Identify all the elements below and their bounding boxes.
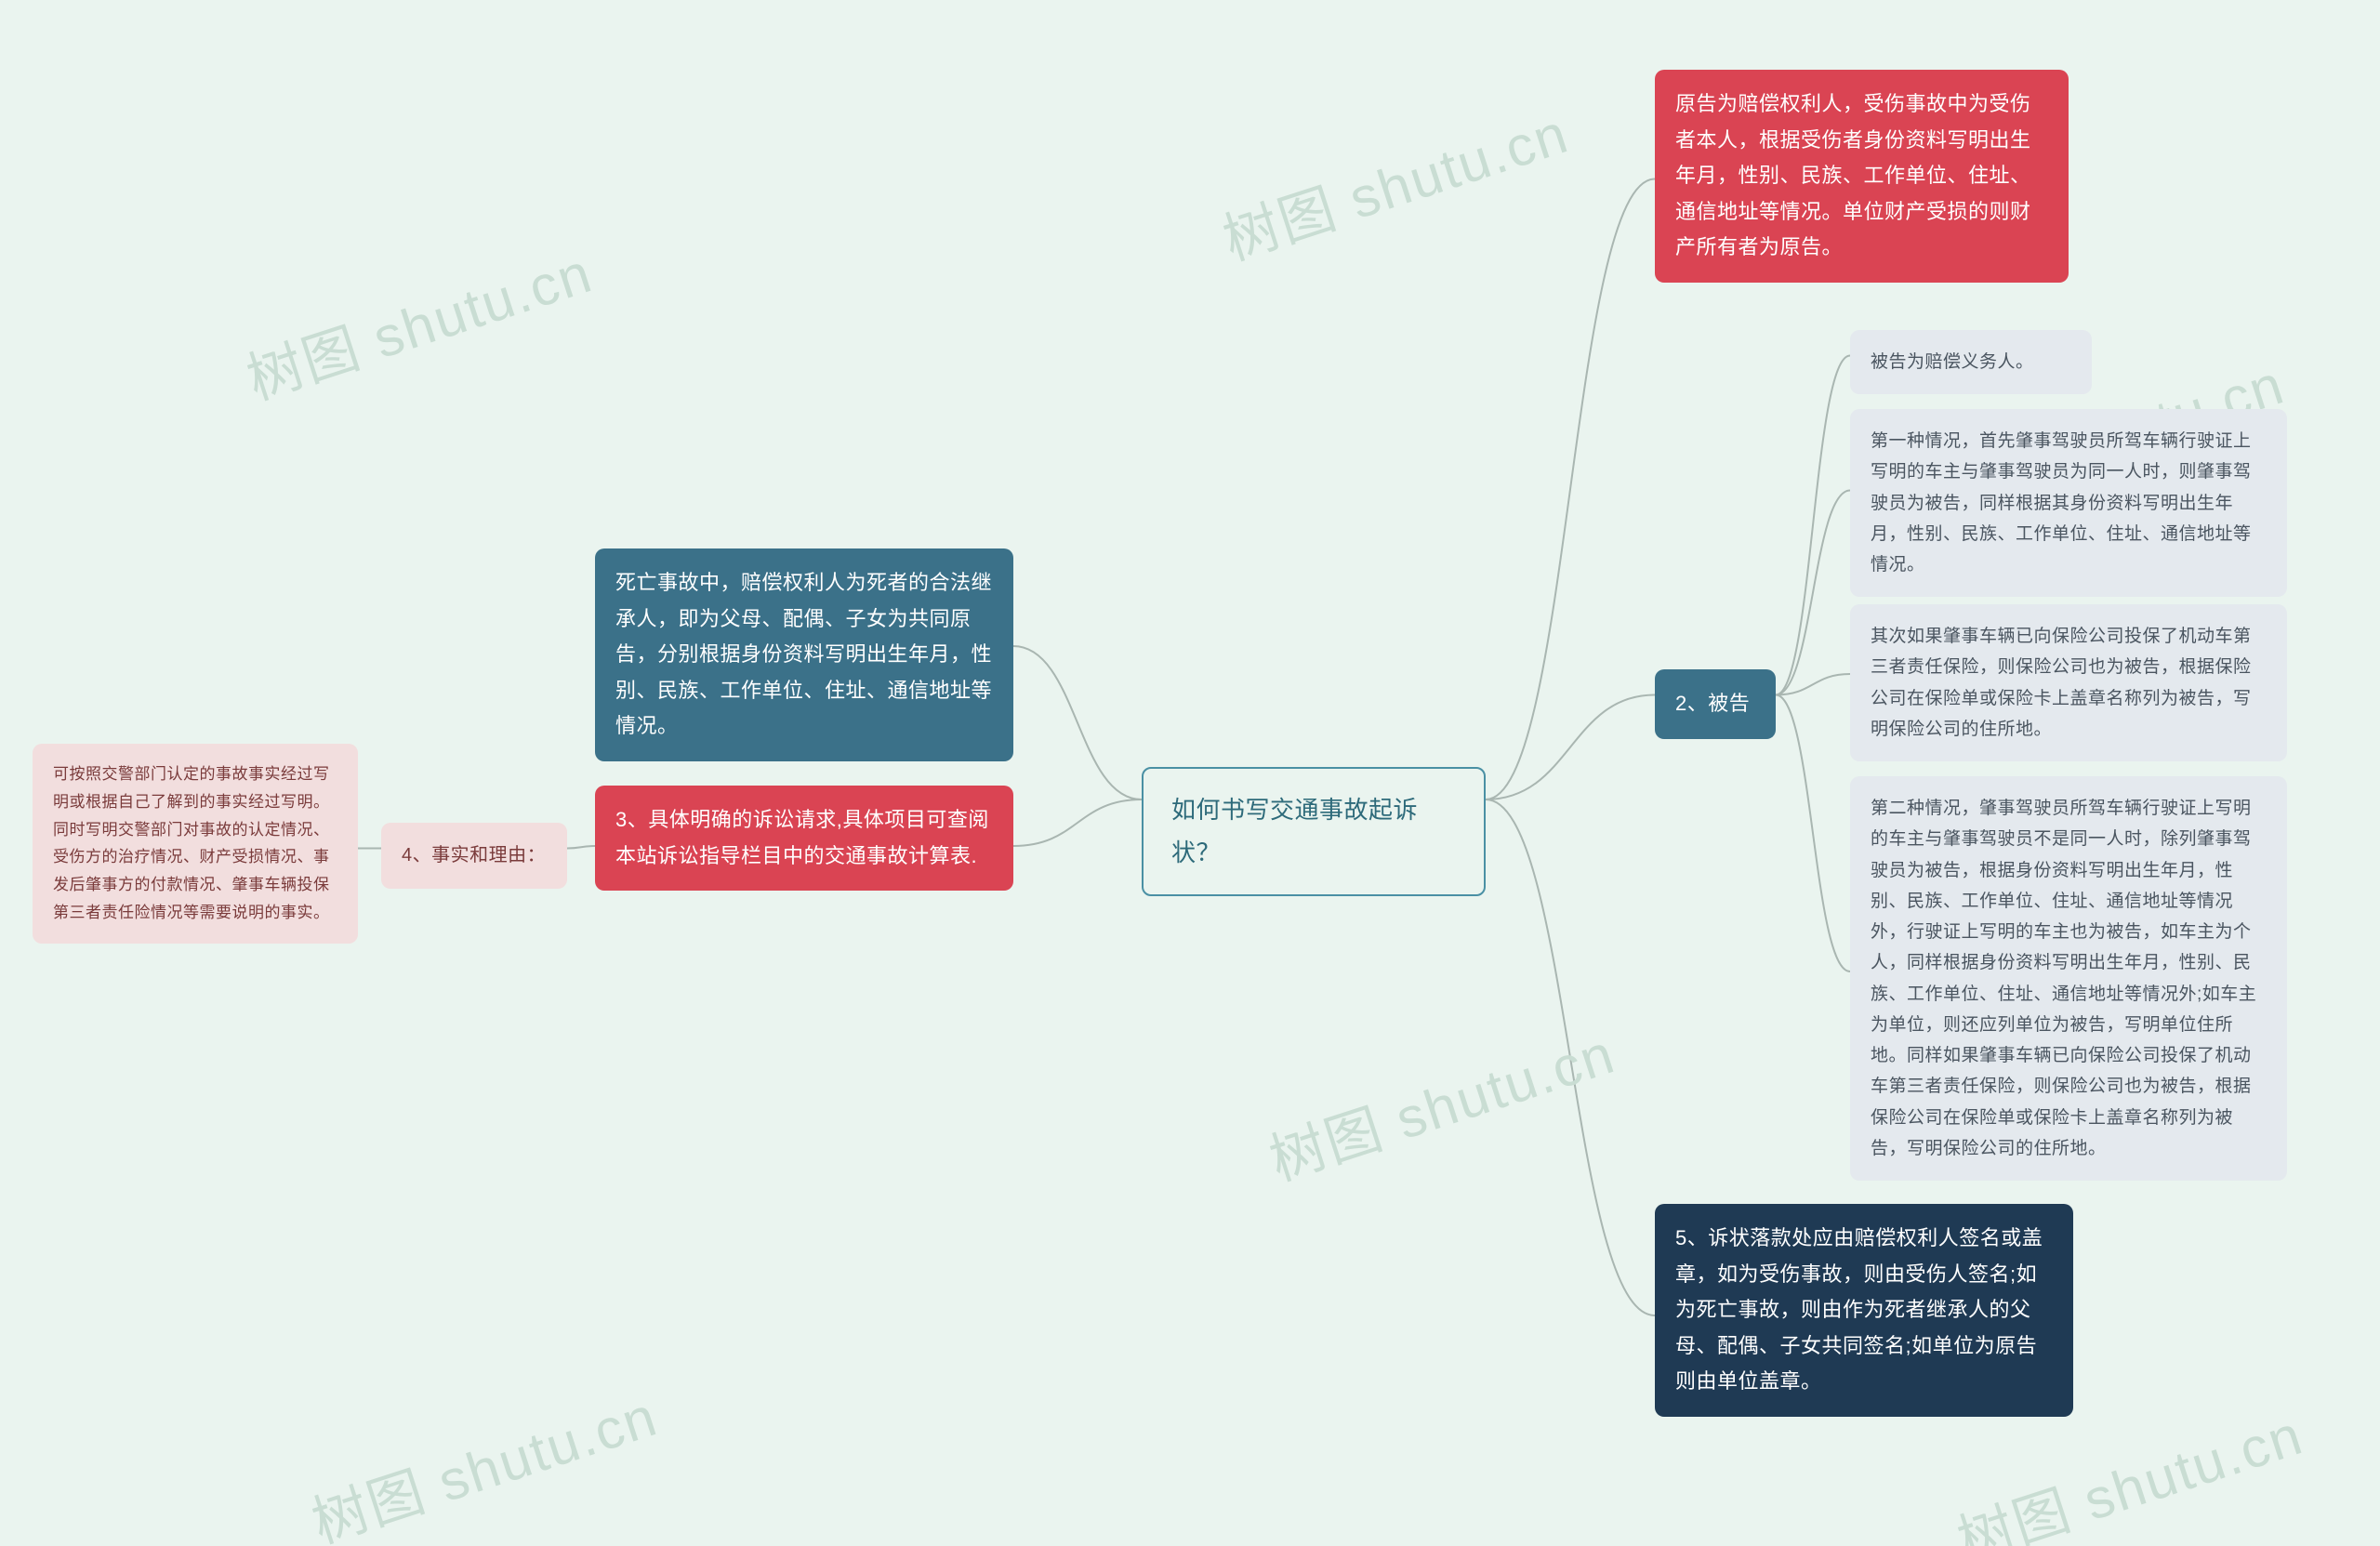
node-claims: 3、具体明确的诉讼请求,具体项目可查阅本站诉讼指导栏目中的交通事故计算表.	[595, 786, 1013, 891]
watermark-text: 树图 shutu.cn	[1258, 1009, 1624, 1196]
watermark-text: 树图 shutu.cn	[1211, 88, 1578, 276]
node-defendant-d: 第二种情况，肇事驾驶员所驾车辆行驶证上写明的车主与肇事驾驶员不是同一人时，除列肇…	[1850, 776, 2287, 1181]
node-death-heirs: 死亡事故中，赔偿权利人为死者的合法继承人，即为父母、配偶、子女为共同原告，分别根…	[595, 548, 1013, 761]
watermark-text: 树图 shutu.cn	[300, 1371, 667, 1546]
node-defendant-title: 2、被告	[1655, 669, 1776, 739]
node-defendant-a: 被告为赔偿义务人。	[1850, 330, 2092, 394]
watermark-text: 树图 shutu.cn	[235, 228, 602, 416]
node-plaintiff: 原告为赔偿权利人，受伤事故中为受伤者本人，根据受伤者身份资料写明出生年月，性别、…	[1655, 70, 2069, 283]
node-defendant-c: 其次如果肇事车辆已向保险公司投保了机动车第三者责任保险，则保险公司也为被告，根据…	[1850, 604, 2287, 761]
node-facts-title: 4、事实和理由：	[381, 823, 567, 889]
node-facts-detail: 可按照交警部门认定的事故事实经过写明或根据自己了解到的事实经过写明。同时写明交警…	[33, 744, 358, 944]
node-defendant-b: 第一种情况，首先肇事驾驶员所驾车辆行驶证上写明的车主与肇事驾驶员为同一人时，则肇…	[1850, 409, 2287, 597]
center-node: 如何书写交通事故起诉状？	[1142, 767, 1486, 896]
node-signature: 5、诉状落款处应由赔偿权利人签名或盖章，如为受伤事故，则由受伤人签名;如为死亡事…	[1655, 1204, 2073, 1417]
